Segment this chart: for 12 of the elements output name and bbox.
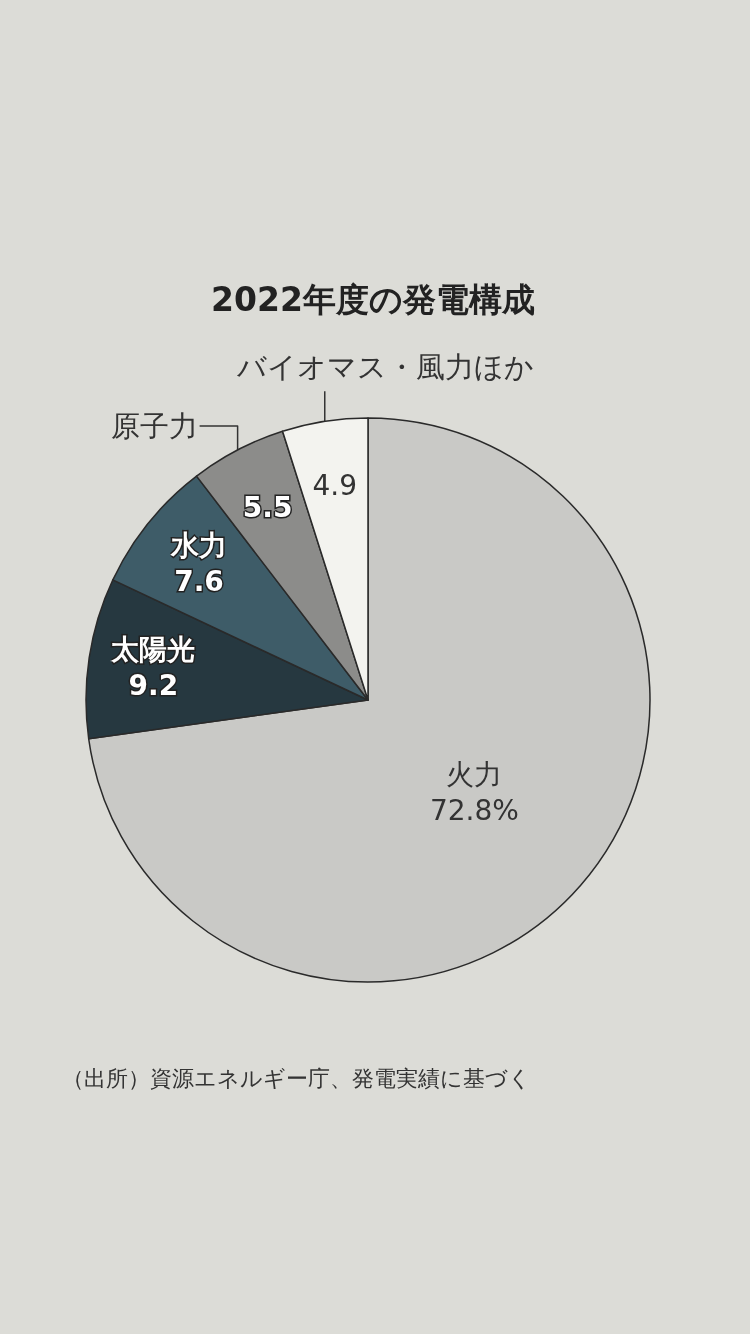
text: （出所）資源エネルギー庁、発電実績に基づく: [62, 1065, 531, 1091]
slice-label: 水力: [169, 529, 227, 563]
slice-label: 火力: [446, 758, 503, 792]
slice-label: バイオマス・風力ほか: [235, 349, 534, 384]
data-label: 4.9: [312, 468, 357, 502]
slice-label: 太陽光: [110, 632, 196, 666]
data-label: 7.6: [174, 565, 224, 599]
data-label: 9.2: [128, 668, 179, 702]
chart-title: 2022年度の発電構成: [211, 280, 535, 319]
slice-label: 原子力: [110, 408, 198, 443]
data-label: 72.8%: [429, 794, 519, 828]
data-label: 5.5: [242, 490, 293, 524]
